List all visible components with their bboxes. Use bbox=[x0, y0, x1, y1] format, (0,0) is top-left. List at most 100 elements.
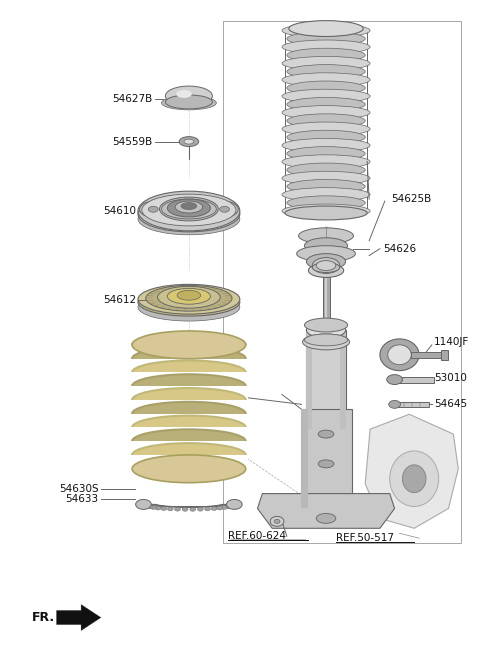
Ellipse shape bbox=[146, 285, 232, 311]
Text: FR.: FR. bbox=[32, 611, 55, 624]
Ellipse shape bbox=[274, 520, 280, 524]
Bar bbox=[130, 455, 248, 469]
Ellipse shape bbox=[217, 506, 223, 510]
Ellipse shape bbox=[138, 293, 240, 321]
Ellipse shape bbox=[402, 465, 426, 493]
Ellipse shape bbox=[177, 290, 201, 300]
Ellipse shape bbox=[282, 171, 370, 185]
Ellipse shape bbox=[197, 507, 204, 511]
Ellipse shape bbox=[287, 130, 365, 144]
Ellipse shape bbox=[151, 505, 156, 509]
Bar bbox=[130, 386, 248, 400]
Ellipse shape bbox=[287, 97, 365, 111]
Text: 54660: 54660 bbox=[187, 401, 220, 411]
Ellipse shape bbox=[190, 507, 196, 511]
Polygon shape bbox=[306, 330, 312, 429]
Ellipse shape bbox=[132, 374, 246, 398]
Polygon shape bbox=[144, 505, 234, 507]
Bar bbox=[130, 428, 248, 442]
Ellipse shape bbox=[182, 507, 188, 511]
Ellipse shape bbox=[175, 507, 180, 511]
Text: 54559B: 54559B bbox=[112, 137, 153, 147]
Ellipse shape bbox=[138, 288, 240, 316]
Bar bbox=[395, 376, 434, 382]
Bar bbox=[130, 373, 248, 386]
Ellipse shape bbox=[142, 194, 236, 226]
Polygon shape bbox=[300, 409, 309, 509]
Ellipse shape bbox=[287, 64, 365, 78]
Polygon shape bbox=[441, 350, 448, 360]
Ellipse shape bbox=[132, 347, 246, 371]
Bar bbox=[130, 442, 248, 455]
Bar bbox=[130, 339, 248, 351]
Bar bbox=[130, 345, 248, 359]
Ellipse shape bbox=[138, 196, 240, 232]
Ellipse shape bbox=[157, 286, 220, 308]
Bar bbox=[130, 386, 248, 400]
Ellipse shape bbox=[132, 361, 246, 384]
Ellipse shape bbox=[306, 254, 346, 269]
Ellipse shape bbox=[309, 263, 344, 277]
Bar bbox=[130, 400, 248, 414]
Polygon shape bbox=[340, 330, 346, 429]
Text: 54633: 54633 bbox=[66, 493, 99, 503]
Bar bbox=[130, 345, 248, 359]
Ellipse shape bbox=[179, 137, 199, 147]
Ellipse shape bbox=[132, 443, 246, 467]
Ellipse shape bbox=[147, 505, 153, 509]
Bar bbox=[395, 402, 429, 407]
Ellipse shape bbox=[168, 288, 210, 304]
Ellipse shape bbox=[168, 507, 173, 511]
Ellipse shape bbox=[227, 499, 242, 509]
Ellipse shape bbox=[304, 238, 348, 254]
Ellipse shape bbox=[132, 333, 246, 357]
Ellipse shape bbox=[287, 179, 365, 193]
Ellipse shape bbox=[176, 90, 192, 98]
Ellipse shape bbox=[380, 339, 419, 371]
Ellipse shape bbox=[297, 246, 355, 261]
Ellipse shape bbox=[211, 507, 217, 510]
Bar bbox=[130, 422, 248, 434]
Ellipse shape bbox=[388, 345, 411, 365]
Ellipse shape bbox=[282, 73, 370, 87]
Ellipse shape bbox=[282, 24, 370, 37]
Polygon shape bbox=[57, 604, 101, 631]
Ellipse shape bbox=[282, 106, 370, 120]
Ellipse shape bbox=[132, 443, 246, 467]
Ellipse shape bbox=[304, 334, 348, 346]
Bar bbox=[130, 367, 248, 379]
Ellipse shape bbox=[204, 507, 210, 511]
Ellipse shape bbox=[161, 96, 216, 110]
Bar bbox=[130, 353, 248, 365]
Bar bbox=[325, 265, 327, 330]
Ellipse shape bbox=[316, 513, 336, 524]
Ellipse shape bbox=[148, 206, 158, 212]
Text: 54630S: 54630S bbox=[59, 484, 99, 493]
Text: 54612: 54612 bbox=[103, 295, 136, 306]
Ellipse shape bbox=[287, 114, 365, 127]
Text: 53010: 53010 bbox=[434, 373, 467, 382]
Ellipse shape bbox=[211, 201, 238, 217]
Ellipse shape bbox=[225, 505, 230, 509]
Ellipse shape bbox=[287, 196, 365, 210]
Ellipse shape bbox=[282, 89, 370, 103]
Ellipse shape bbox=[175, 201, 203, 213]
Ellipse shape bbox=[132, 388, 246, 412]
Ellipse shape bbox=[184, 212, 194, 217]
Ellipse shape bbox=[168, 199, 210, 217]
Ellipse shape bbox=[132, 331, 246, 359]
Bar bbox=[130, 359, 248, 373]
Bar bbox=[130, 359, 248, 373]
Ellipse shape bbox=[132, 374, 246, 398]
Polygon shape bbox=[257, 493, 395, 528]
Bar bbox=[130, 428, 248, 442]
Polygon shape bbox=[132, 345, 246, 469]
Ellipse shape bbox=[221, 505, 227, 509]
Ellipse shape bbox=[282, 188, 370, 202]
Ellipse shape bbox=[132, 361, 246, 384]
Ellipse shape bbox=[132, 402, 246, 426]
Bar bbox=[300, 409, 351, 509]
Text: 54610: 54610 bbox=[103, 206, 136, 216]
Ellipse shape bbox=[132, 347, 246, 371]
Ellipse shape bbox=[270, 516, 284, 526]
